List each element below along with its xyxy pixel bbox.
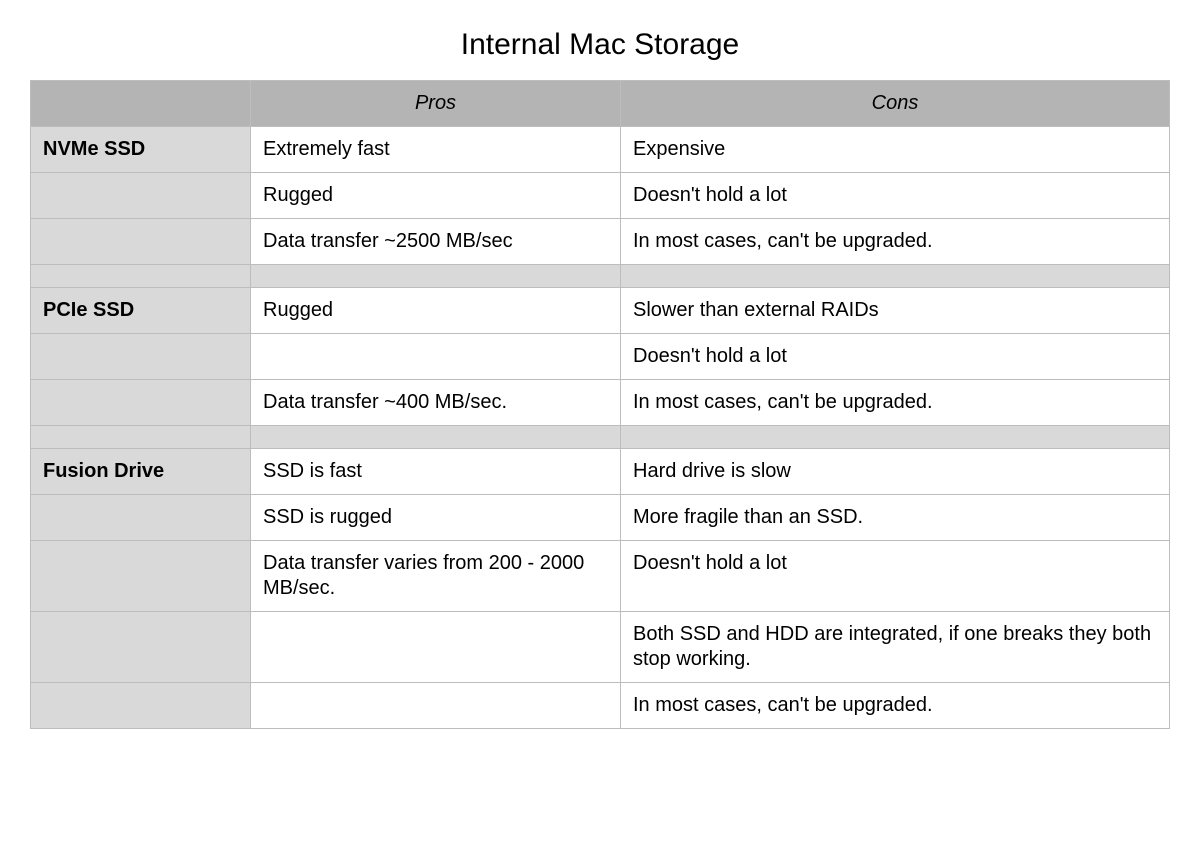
- table-row: Data transfer ~2500 MB/sec In most cases…: [31, 219, 1170, 265]
- table-row: PCIe SSD Rugged Slower than external RAI…: [31, 288, 1170, 334]
- section-label-nvme: NVMe SSD: [31, 127, 251, 173]
- table-header-blank: [31, 81, 251, 127]
- section-spacer: [31, 426, 1170, 449]
- section-label-blank: [31, 612, 251, 683]
- pros-cell: Extremely fast: [251, 127, 621, 173]
- pros-cell: [251, 334, 621, 380]
- pros-cell: Rugged: [251, 288, 621, 334]
- table-row: SSD is rugged More fragile than an SSD.: [31, 495, 1170, 541]
- table-row: Both SSD and HDD are integrated, if one …: [31, 612, 1170, 683]
- storage-comparison-table: Pros Cons NVMe SSD Extremely fast Expens…: [30, 80, 1170, 729]
- table-row: Rugged Doesn't hold a lot: [31, 173, 1170, 219]
- table-row: Fusion Drive SSD is fast Hard drive is s…: [31, 449, 1170, 495]
- table-header-cons: Cons: [621, 81, 1170, 127]
- cons-cell: Expensive: [621, 127, 1170, 173]
- section-label-blank: [31, 380, 251, 426]
- cons-cell: Doesn't hold a lot: [621, 173, 1170, 219]
- table-row: In most cases, can't be upgraded.: [31, 683, 1170, 729]
- cons-cell: In most cases, can't be upgraded.: [621, 683, 1170, 729]
- cons-cell: More fragile than an SSD.: [621, 495, 1170, 541]
- pros-cell: SSD is fast: [251, 449, 621, 495]
- section-spacer: [31, 265, 1170, 288]
- pros-cell: Rugged: [251, 173, 621, 219]
- section-label-blank: [31, 173, 251, 219]
- cons-cell: Slower than external RAIDs: [621, 288, 1170, 334]
- pros-cell: Data transfer ~2500 MB/sec: [251, 219, 621, 265]
- pros-cell: [251, 612, 621, 683]
- section-label-blank: [31, 683, 251, 729]
- table-header-row: Pros Cons: [31, 81, 1170, 127]
- cons-cell: In most cases, can't be upgraded.: [621, 219, 1170, 265]
- table-row: Data transfer ~400 MB/sec. In most cases…: [31, 380, 1170, 426]
- section-label-fusion: Fusion Drive: [31, 449, 251, 495]
- table-row: Doesn't hold a lot: [31, 334, 1170, 380]
- section-label-blank: [31, 541, 251, 612]
- cons-cell: Both SSD and HDD are integrated, if one …: [621, 612, 1170, 683]
- page-title: Internal Mac Storage: [30, 28, 1170, 62]
- cons-cell: Doesn't hold a lot: [621, 541, 1170, 612]
- pros-cell: Data transfer varies from 200 - 2000 MB/…: [251, 541, 621, 612]
- cons-cell: In most cases, can't be upgraded.: [621, 380, 1170, 426]
- table-row: NVMe SSD Extremely fast Expensive: [31, 127, 1170, 173]
- section-label-blank: [31, 219, 251, 265]
- section-label-blank: [31, 334, 251, 380]
- table-header-pros: Pros: [251, 81, 621, 127]
- section-label-blank: [31, 495, 251, 541]
- pros-cell: Data transfer ~400 MB/sec.: [251, 380, 621, 426]
- cons-cell: Hard drive is slow: [621, 449, 1170, 495]
- table-row: Data transfer varies from 200 - 2000 MB/…: [31, 541, 1170, 612]
- cons-cell: Doesn't hold a lot: [621, 334, 1170, 380]
- pros-cell: [251, 683, 621, 729]
- pros-cell: SSD is rugged: [251, 495, 621, 541]
- section-label-pcie: PCIe SSD: [31, 288, 251, 334]
